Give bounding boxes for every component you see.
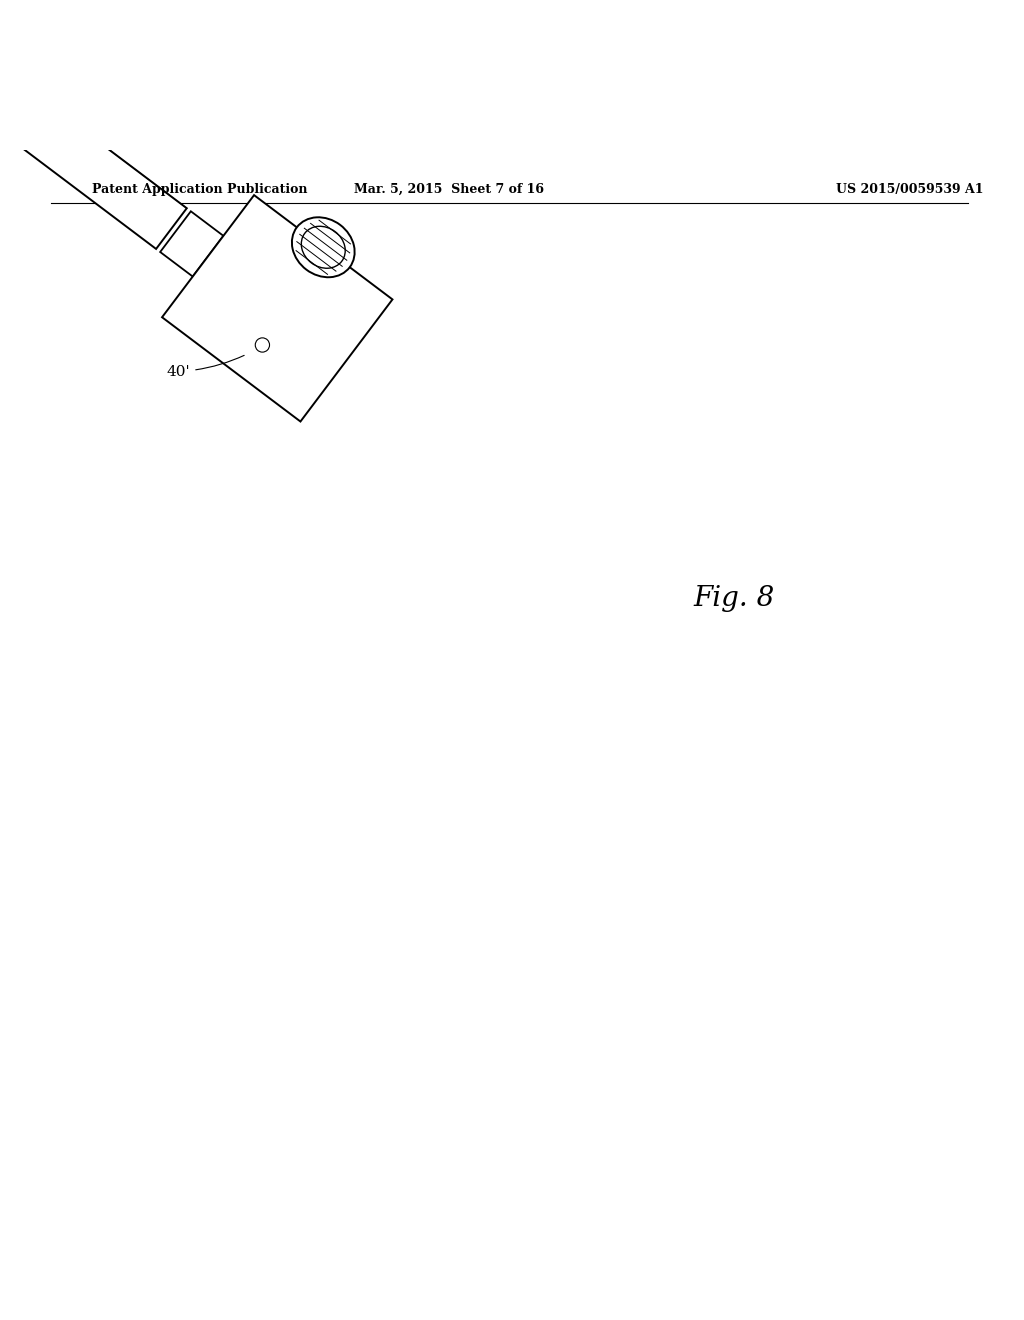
Ellipse shape <box>301 226 345 268</box>
Text: 40': 40' <box>167 355 244 379</box>
Text: Patent Application Publication: Patent Application Publication <box>92 182 307 195</box>
Circle shape <box>255 338 269 352</box>
Polygon shape <box>162 195 392 421</box>
Polygon shape <box>160 211 223 276</box>
Text: US 2015/0059539 A1: US 2015/0059539 A1 <box>836 182 983 195</box>
Polygon shape <box>0 53 28 135</box>
Circle shape <box>10 55 18 63</box>
Text: Mar. 5, 2015  Sheet 7 of 16: Mar. 5, 2015 Sheet 7 of 16 <box>353 182 544 195</box>
Text: Fig. 8: Fig. 8 <box>693 585 774 612</box>
Circle shape <box>84 132 92 140</box>
Polygon shape <box>0 25 13 123</box>
Polygon shape <box>0 74 186 249</box>
Ellipse shape <box>292 218 354 277</box>
